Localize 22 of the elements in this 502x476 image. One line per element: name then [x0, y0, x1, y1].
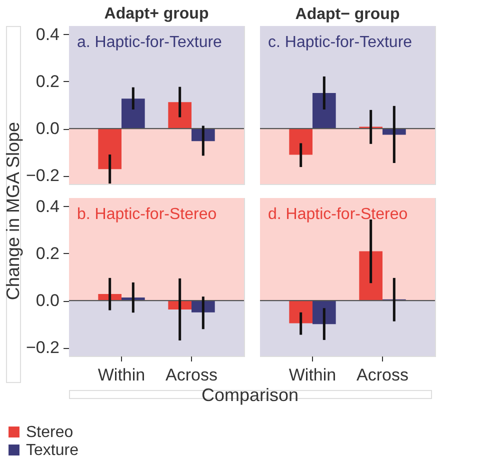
y-tick-label: −0.2	[26, 338, 60, 358]
y-tick-label: −0.2	[26, 166, 60, 186]
text: b. Haptic-for-Stereo	[77, 206, 217, 223]
y-tick-label: 0.0	[36, 291, 60, 310]
y-tick-label: 0.2	[36, 72, 60, 91]
text: a. Haptic-for-Texture	[77, 34, 222, 51]
y-axis-title: Change in MGA Slope	[3, 122, 23, 300]
legend-label: Texture	[26, 442, 79, 459]
y-tick-label: 0.2	[36, 244, 60, 263]
y-tick-label: 0.0	[36, 119, 60, 138]
y-tick-label: 0.4	[36, 24, 60, 44]
x-tick-label: Within	[288, 366, 336, 384]
x-tick-label: Within	[98, 366, 146, 384]
x-tick-label: Across	[166, 366, 218, 384]
x-tick-label: Across	[356, 366, 408, 384]
chart-subtitle: Adapt− group	[295, 6, 400, 23]
legend-label: Stereo	[26, 424, 74, 441]
chart-subtitle: Adapt+ group	[104, 5, 209, 22]
text: d. Haptic-for-Stereo	[268, 206, 408, 223]
x-axis-title: Comparison	[201, 385, 299, 405]
y-tick-label: 0.4	[36, 196, 60, 216]
text: c. Haptic-for-Texture	[268, 34, 412, 51]
